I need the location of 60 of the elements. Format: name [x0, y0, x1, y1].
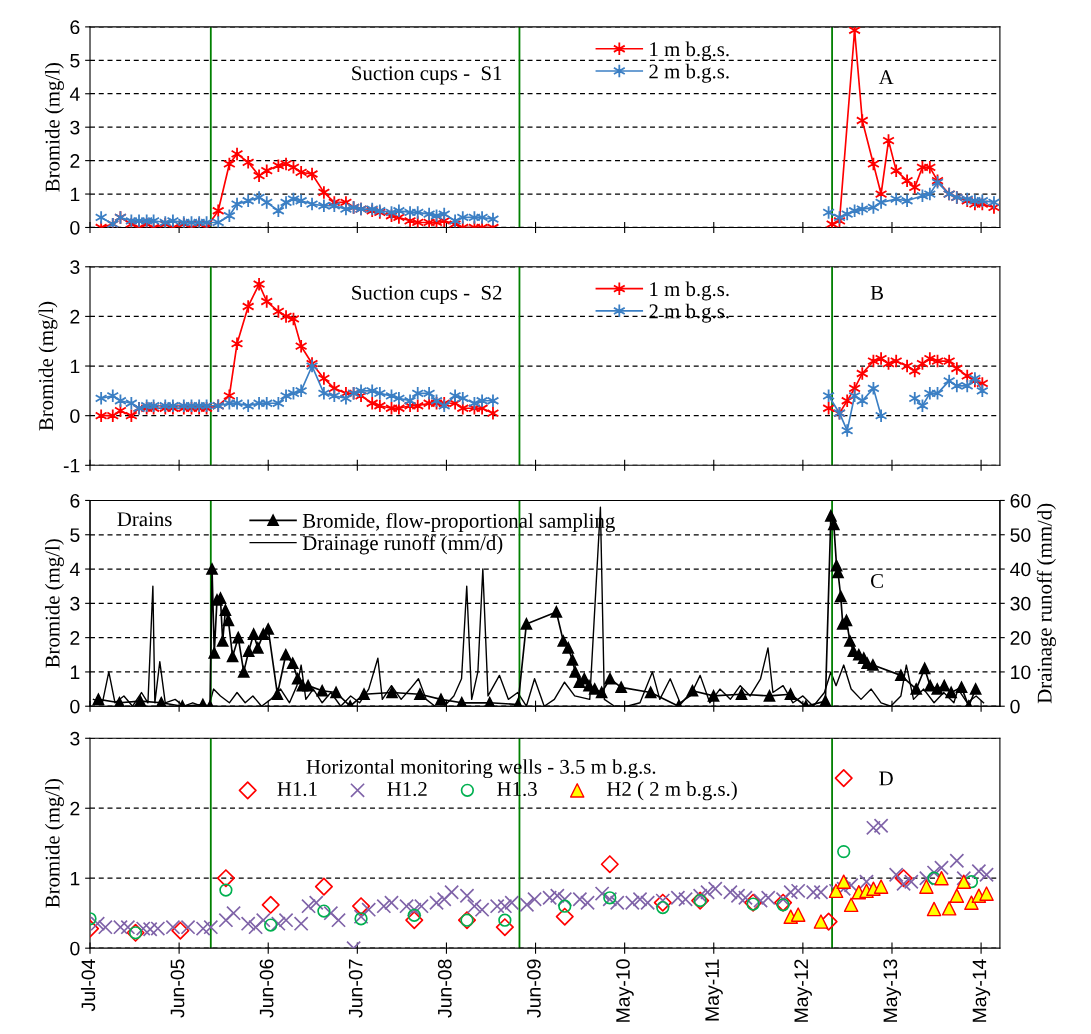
y-tick-label: 0 — [70, 409, 80, 423]
x-tick-label: Jun-09 — [527, 959, 541, 1018]
y-tick-label: 4 — [69, 87, 80, 101]
x-tick-label: Jun-07 — [348, 959, 363, 1018]
y-tick-label: 1 — [70, 187, 80, 202]
y-tick-label: 2 — [70, 631, 80, 645]
legend-label: 2 m b.g.s. — [649, 63, 729, 83]
y-tick-label: 3 — [70, 260, 80, 275]
y-tick-label: 5 — [70, 53, 80, 68]
x-tick-label: May-13 — [883, 959, 902, 1022]
y2-tick-label: 20 — [1010, 631, 1031, 645]
y-tick-label: 2 — [70, 801, 80, 816]
annotation: Suction cups - S1 — [352, 66, 502, 85]
legend-label: 1 m b.g.s. — [650, 41, 729, 61]
y-tick-label: 2 — [70, 309, 80, 324]
x-tick-label: May-12 — [794, 959, 812, 1022]
y-axis-title: Bromide (mg/l) — [44, 63, 64, 192]
legend-label: Drainage runoff (mm/d) — [302, 535, 503, 555]
y-axis-title: Bromide (mg/l) — [44, 779, 64, 908]
y-tick-label: 6 — [70, 20, 80, 35]
y-tick-label: 4 — [69, 562, 80, 577]
y-tick-label: 1 — [70, 665, 80, 679]
annotation: D — [879, 771, 893, 786]
annotation: C — [870, 573, 883, 588]
legend-label: H1.2 — [387, 782, 427, 797]
y-tick-label: 0 — [70, 220, 80, 235]
x-tick-label: Jun-08 — [437, 959, 452, 1018]
y2-tick-label: 40 — [1010, 562, 1031, 577]
annotation: B — [870, 285, 883, 300]
y-tick-label: 1 — [70, 359, 80, 374]
y-tick-label: 1 — [70, 871, 80, 886]
y-axis-title: Bromide (mg/l) — [44, 539, 64, 668]
y-tick-label: 5 — [70, 528, 80, 542]
annotation: Suction cups - S2 — [352, 285, 502, 305]
y-tick-label: 2 — [70, 154, 80, 168]
y-axis-title: Bromide (mg/l) — [38, 301, 58, 431]
y-tick-label: 6 — [70, 493, 80, 508]
y-tick-label: 3 — [70, 120, 80, 135]
legend-label: H1.1 — [277, 782, 317, 797]
y-tick-label: 3 — [70, 731, 80, 746]
y-tick-label: 0 — [70, 941, 80, 956]
x-tick-label: May-14 — [972, 959, 991, 1022]
y-tick-label: -1 — [63, 458, 80, 473]
annotation: Drains — [117, 512, 172, 527]
annotation: A — [878, 70, 894, 85]
y2-tick-label: 10 — [1011, 665, 1031, 680]
y2-axis-title: Drainage runoff (mm/d) — [1036, 503, 1056, 704]
y2-tick-label: 50 — [1010, 528, 1031, 542]
x-tick-label: May-11 — [705, 959, 723, 1021]
y2-tick-label: 30 — [1010, 596, 1031, 611]
y-tick-label: 0 — [70, 699, 80, 714]
y-tick-label: 3 — [70, 596, 80, 611]
x-tick-label: Jun-06 — [259, 959, 274, 1018]
y2-tick-label: 0 — [1010, 699, 1020, 714]
legend-label: H2 ( 2 m b.g.s.) — [606, 781, 737, 801]
x-tick-label: May-10 — [616, 959, 634, 1022]
legend-label: 1 m b.g.s. — [650, 281, 729, 301]
x-tick-label: Jul-04 — [80, 959, 96, 1012]
y2-tick-label: 60 — [1010, 493, 1031, 508]
x-tick-label: Jun-05 — [170, 959, 185, 1018]
